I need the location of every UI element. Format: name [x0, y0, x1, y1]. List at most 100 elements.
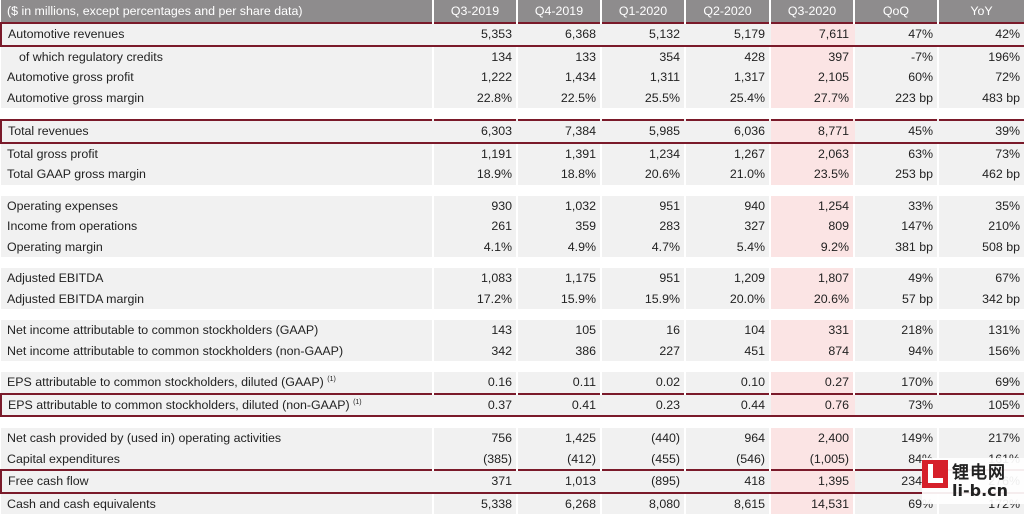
table-cell: 131%: [938, 320, 1024, 341]
watermark: 锂电网 li-b.cn: [922, 458, 1024, 504]
row-label-text: Automotive gross profit: [7, 70, 134, 84]
row-label-text: EPS attributable to common stockholders,…: [7, 375, 324, 389]
table-cell: 1,391: [517, 143, 601, 165]
header-period: Q2-2020: [685, 0, 770, 23]
table-cell: 5,132: [601, 23, 685, 46]
table-cell: 756: [433, 428, 517, 449]
table-cell: 8,771: [770, 120, 854, 143]
table-cell: 27.7%: [770, 88, 854, 109]
table-row: Net cash provided by (used in) operating…: [1, 428, 1024, 449]
table-cell: 6,303: [433, 120, 517, 143]
row-label: Automotive gross margin: [1, 88, 433, 109]
table-cell: 15.9%: [601, 289, 685, 310]
table-cell: 0.16: [433, 372, 517, 394]
row-label-text: of which regulatory credits: [19, 50, 163, 64]
row-label: Capital expenditures: [1, 449, 433, 471]
table-cell: 22.8%: [433, 88, 517, 109]
table-cell: 20.6%: [601, 164, 685, 185]
table-cell: 149%: [854, 428, 938, 449]
table-cell: 1,083: [433, 268, 517, 289]
row-label-text: Adjusted EBITDA margin: [7, 292, 144, 306]
table-row: Capital expenditures(385)(412)(455)(546)…: [1, 449, 1024, 471]
table-row: Net income attributable to common stockh…: [1, 320, 1024, 341]
section-spacer: [1, 108, 1024, 120]
table-cell: 35%: [938, 196, 1024, 217]
row-label: Adjusted EBITDA: [1, 268, 433, 289]
table-cell: 4.7%: [601, 237, 685, 258]
table-row: EPS attributable to common stockholders,…: [1, 372, 1024, 394]
section-spacer: [1, 257, 1024, 268]
row-label-text: Operating expenses: [7, 199, 118, 213]
table-cell: 940: [685, 196, 770, 217]
table-cell: 14,531: [770, 493, 854, 514]
row-label: Net income attributable to common stockh…: [1, 320, 433, 341]
table-cell: 508 bp: [938, 237, 1024, 258]
lithium-net-logo-icon: [922, 460, 948, 488]
table-cell: (440): [601, 428, 685, 449]
table-cell: 5,985: [601, 120, 685, 143]
table-cell: 72%: [938, 67, 1024, 88]
table-cell: 342: [433, 341, 517, 362]
table-cell: 156%: [938, 341, 1024, 362]
table-cell: 930: [433, 196, 517, 217]
header-period: QoQ: [854, 0, 938, 23]
table-cell: 22.5%: [517, 88, 601, 109]
table-cell: 4.9%: [517, 237, 601, 258]
table-cell: 371: [433, 470, 517, 493]
table-cell: 6,036: [685, 120, 770, 143]
row-label: Adjusted EBITDA margin: [1, 289, 433, 310]
table-cell: 67%: [938, 268, 1024, 289]
table-cell: 18.8%: [517, 164, 601, 185]
watermark-site-name: 锂电网: [952, 458, 1006, 483]
table-cell: 217%: [938, 428, 1024, 449]
table-cell: 354: [601, 46, 685, 68]
table-cell: 33%: [854, 196, 938, 217]
table-cell: 57 bp: [854, 289, 938, 310]
row-label: Net income attributable to common stockh…: [1, 341, 433, 362]
table-cell: 94%: [854, 341, 938, 362]
table-cell: 196%: [938, 46, 1024, 68]
row-label-text: EPS attributable to common stockholders,…: [8, 398, 350, 412]
footnote-marker: (1): [327, 376, 336, 383]
table-cell: 223 bp: [854, 88, 938, 109]
table-cell: 9.2%: [770, 237, 854, 258]
row-label-text: Automotive revenues: [8, 27, 124, 41]
table-cell: 5,353: [433, 23, 517, 46]
table-cell: -7%: [854, 46, 938, 68]
row-label-text: Free cash flow: [8, 474, 89, 488]
table-cell: 0.27: [770, 372, 854, 394]
table-cell: 874: [770, 341, 854, 362]
table-cell: 2,063: [770, 143, 854, 165]
table-cell: 49%: [854, 268, 938, 289]
table-row: EPS attributable to common stockholders,…: [1, 394, 1024, 417]
table-cell: (546): [685, 449, 770, 471]
table-cell: 1,175: [517, 268, 601, 289]
table-cell: 1,311: [601, 67, 685, 88]
table-header-row: ($ in millions, except percentages and p…: [1, 0, 1024, 23]
header-period: Q3-2020: [770, 0, 854, 23]
table-cell: 39%: [938, 120, 1024, 143]
table-cell: 105: [517, 320, 601, 341]
table-cell: 2,400: [770, 428, 854, 449]
row-label-text: Net cash provided by (used in) operating…: [7, 431, 281, 445]
table-cell: 0.44: [685, 394, 770, 417]
table-cell: 104: [685, 320, 770, 341]
table-cell: (895): [601, 470, 685, 493]
row-label-text: Total GAAP gross margin: [7, 167, 146, 181]
table-cell: 25.5%: [601, 88, 685, 109]
table-cell: 218%: [854, 320, 938, 341]
table-cell: 0.37: [433, 394, 517, 417]
footnote-marker: (1): [353, 399, 362, 406]
table-cell: 0.11: [517, 372, 601, 394]
table-cell: 283: [601, 216, 685, 237]
table-cell: 1,434: [517, 67, 601, 88]
table-cell: 73%: [854, 394, 938, 417]
table-cell: 25.4%: [685, 88, 770, 109]
